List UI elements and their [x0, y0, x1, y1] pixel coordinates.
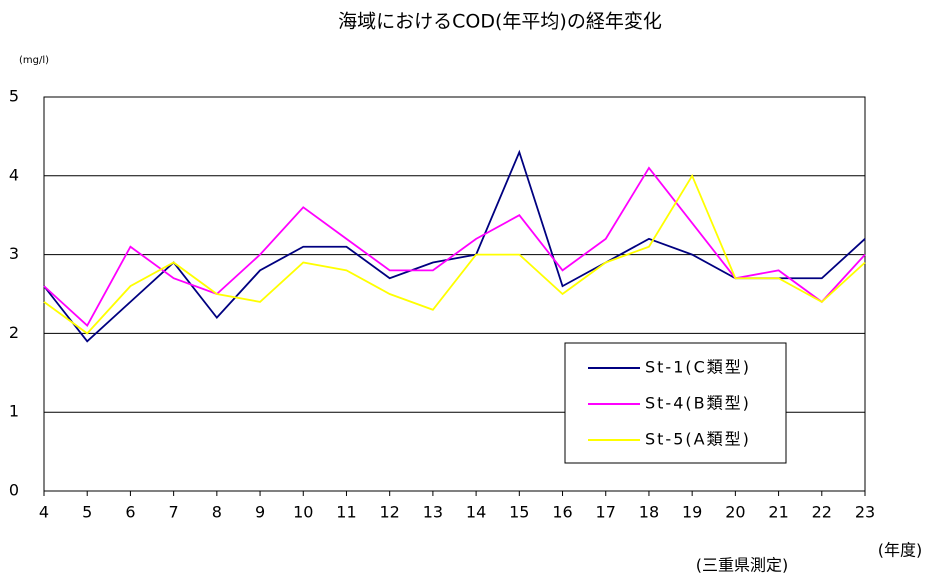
x-tick-label: 17	[596, 503, 616, 522]
x-tick-label: 19	[682, 503, 702, 522]
x-tick-label: 13	[423, 503, 443, 522]
y-tick-label: 5	[9, 87, 19, 106]
y-tick-label: 0	[9, 481, 19, 500]
x-tick-label: 10	[293, 503, 313, 522]
x-axis-label: (年度)	[878, 541, 923, 560]
series-line	[43, 149, 866, 343]
x-tick-label: 23	[855, 503, 875, 522]
x-tick-label: 22	[812, 503, 832, 522]
x-tick-label: 15	[509, 503, 529, 522]
x-tick-label: 20	[725, 503, 745, 522]
x-tick-label: 9	[255, 503, 265, 522]
chart-title: 海域におけるCOD(年平均)の経年変化	[338, 11, 662, 33]
y-tick-label: 4	[9, 165, 19, 184]
x-tick-label: 6	[125, 503, 135, 522]
legend-label: St-5(A類型)	[645, 430, 751, 449]
x-tick-label: 12	[380, 503, 400, 522]
y-tick-label: 1	[9, 402, 19, 421]
legend-label: St-1(C類型)	[645, 358, 751, 377]
note: (三重県測定)	[696, 556, 789, 575]
series-line	[43, 166, 866, 327]
x-tick-label: 8	[212, 503, 222, 522]
y-tick-label: 3	[9, 244, 19, 263]
x-tick-label: 16	[552, 503, 572, 522]
legend-label: St-4(B類型)	[645, 394, 751, 413]
y-unit: (mg/l)	[19, 55, 49, 66]
x-tick-label: 18	[639, 503, 659, 522]
x-tick-label: 11	[336, 503, 356, 522]
x-tick-label: 21	[768, 503, 788, 522]
y-tick-label: 2	[9, 323, 19, 342]
x-tick-label: 4	[39, 503, 49, 522]
x-tick-label: 5	[82, 503, 92, 522]
series-line	[43, 173, 866, 335]
x-tick-label: 14	[466, 503, 486, 522]
x-tick-label: 7	[169, 503, 179, 522]
